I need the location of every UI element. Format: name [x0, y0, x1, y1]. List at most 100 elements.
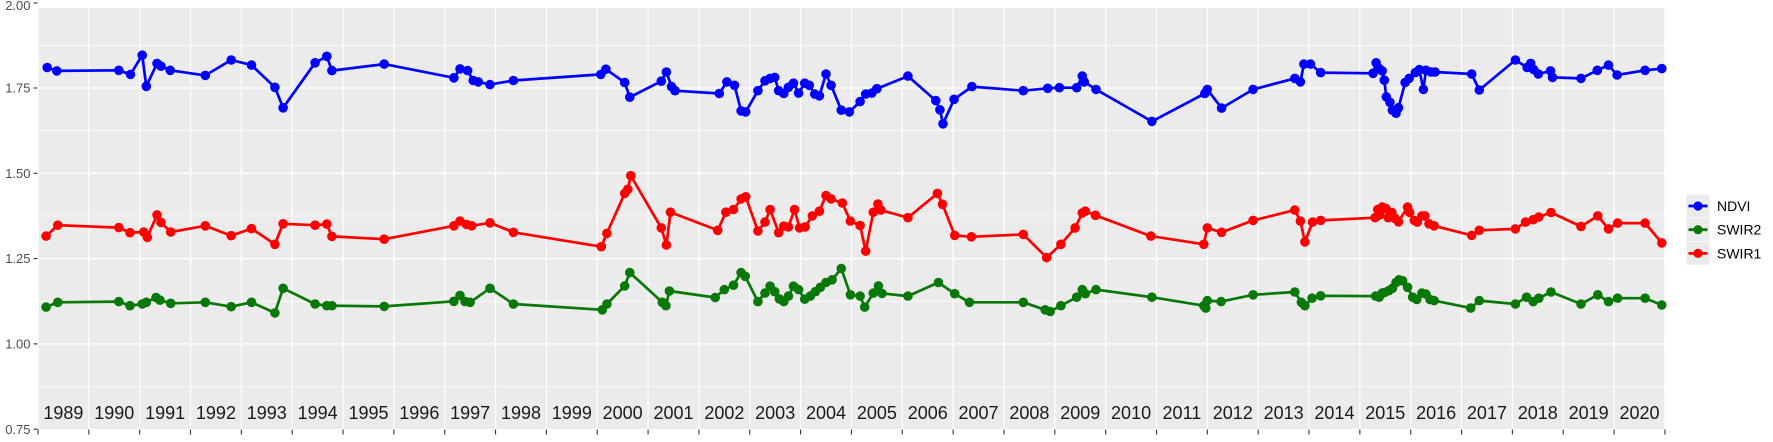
data-point-ndvi [52, 66, 62, 76]
data-point-swir1 [1603, 224, 1614, 234]
data-point-swir1 [932, 188, 943, 199]
data-point-swir1 [142, 232, 153, 243]
data-point-ndvi [729, 80, 740, 91]
data-point-swir1 [1307, 217, 1318, 227]
data-point-swir2 [310, 299, 320, 309]
legend-key-point-swir2 [1693, 225, 1703, 235]
data-point-swir2 [449, 296, 459, 307]
data-point-swir2 [710, 292, 720, 303]
data-point-swir1 [837, 198, 848, 208]
data-point-swir1 [1404, 207, 1415, 218]
data-point-ndvi [1657, 63, 1667, 74]
data-point-swir2 [465, 297, 475, 308]
data-point-ndvi [1216, 103, 1227, 113]
data-point-swir1 [1546, 207, 1556, 218]
data-point-swir1 [656, 223, 667, 233]
data-point-ndvi [1430, 67, 1440, 77]
legend-key-point-ndvi [1693, 201, 1703, 211]
data-point-swir2 [125, 300, 135, 311]
legend-label-ndvi: NDVI [1717, 198, 1750, 214]
data-point-swir1 [1374, 210, 1385, 220]
data-point-swir1 [1429, 221, 1439, 231]
data-point-ndvi [931, 95, 941, 106]
data-point-swir2 [1603, 296, 1614, 307]
data-point-swir2 [327, 300, 337, 311]
data-point-swir2 [226, 301, 236, 312]
data-point-swir2 [270, 308, 280, 318]
data-point-swir2 [1071, 292, 1082, 303]
data-point-swir1 [1466, 230, 1477, 241]
data-point-swir2 [793, 284, 804, 295]
data-point-swir2 [1201, 303, 1211, 313]
data-point-swir1 [1640, 218, 1650, 228]
data-point-swir1 [1300, 237, 1310, 247]
x-axis-label: 1998 [501, 403, 541, 423]
data-point-swir2 [1412, 294, 1422, 305]
data-point-swir2 [200, 297, 211, 308]
x-axis-label: 1997 [450, 403, 490, 423]
x-axis-label: 2009 [1060, 403, 1100, 423]
data-point-ndvi [1576, 73, 1586, 84]
data-point-swir2 [1397, 276, 1408, 286]
data-point-swir2 [1593, 290, 1603, 300]
data-point-swir1 [903, 212, 913, 223]
data-point-swir2 [1290, 287, 1300, 297]
data-point-swir1 [1295, 216, 1306, 226]
x-axis-label: 2018 [1518, 403, 1558, 423]
data-point-swir1 [270, 239, 280, 250]
x-axis-label: 2019 [1569, 403, 1609, 423]
data-point-ndvi [967, 81, 977, 92]
data-point-swir2 [1045, 306, 1055, 317]
x-axis-label: 1996 [399, 403, 439, 423]
data-point-ndvi [1533, 69, 1544, 79]
data-point-ndvi [42, 62, 52, 73]
data-point-swir2 [1080, 288, 1091, 299]
data-point-ndvi [855, 96, 865, 107]
data-point-ndvi [246, 60, 257, 70]
data-point-swir1 [1290, 205, 1300, 215]
y-axis-label: 1.25 [5, 251, 30, 266]
x-axis-label: 1994 [298, 403, 338, 423]
data-point-swir1 [156, 217, 166, 228]
y-axis-label: 1.75 [5, 81, 30, 96]
data-point-swir1 [602, 228, 612, 239]
data-point-ndvi [1305, 59, 1316, 69]
data-point-ndvi [1202, 84, 1213, 95]
data-point-swir1 [1393, 217, 1404, 227]
data-point-ndvi [903, 71, 913, 81]
data-point-swir2 [719, 284, 730, 295]
x-axis-label: 1991 [145, 403, 185, 423]
y-axis-label: 1.00 [5, 336, 30, 351]
data-point-swir2 [769, 286, 780, 297]
data-point-swir2 [845, 290, 856, 300]
data-point-swir2 [873, 281, 884, 291]
data-point-swir2 [1202, 295, 1213, 306]
x-axis-label: 2016 [1416, 403, 1456, 423]
x-axis-label: 1993 [247, 403, 287, 423]
data-point-ndvi [1612, 70, 1622, 80]
data-point-swir1 [966, 232, 977, 242]
data-point-ndvi [1393, 103, 1404, 113]
data-point-swir1 [845, 216, 856, 226]
data-point-swir2 [1402, 282, 1413, 293]
data-point-ndvi [462, 65, 473, 76]
data-point-swir1 [728, 204, 739, 215]
data-point-ndvi [625, 92, 635, 102]
data-point-ndvi [722, 77, 732, 87]
data-point-swir1 [1612, 218, 1623, 228]
data-point-swir2 [903, 291, 913, 301]
x-axis-label: 2000 [603, 403, 643, 423]
data-point-swir2 [625, 267, 635, 278]
data-point-swir1 [1248, 215, 1258, 226]
data-point-swir2 [877, 288, 887, 299]
data-point-swir1 [765, 204, 775, 215]
data-point-swir1 [1534, 212, 1544, 222]
data-point-swir2 [1657, 300, 1667, 310]
data-point-ndvi [1379, 75, 1390, 85]
data-point-swir1 [760, 217, 770, 227]
data-point-ndvi [141, 81, 152, 92]
data-point-swir1 [379, 234, 390, 244]
data-point-ndvi [1640, 65, 1650, 76]
data-point-ndvi [714, 88, 725, 99]
